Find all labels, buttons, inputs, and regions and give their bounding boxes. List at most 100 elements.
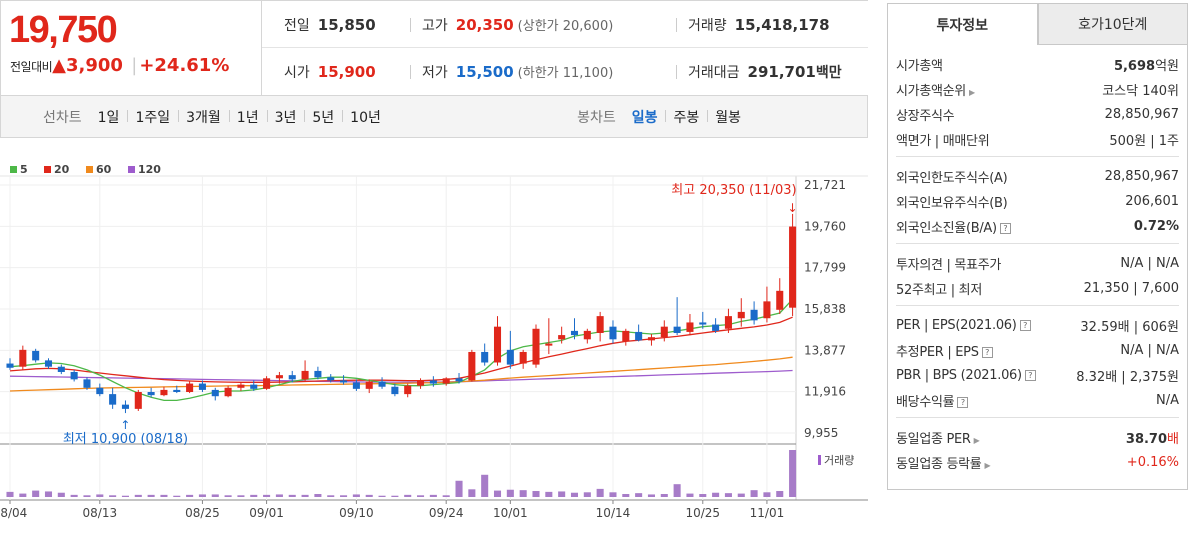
- volume-bar: [673, 484, 681, 497]
- x-tick-label: 11/01: [750, 506, 785, 520]
- info-key: 외국인소진율(B/A)?: [896, 217, 1011, 236]
- volume-bar: [519, 490, 527, 497]
- candle-body: [19, 349, 27, 367]
- y-tick-label: 15,838: [804, 302, 846, 316]
- candle-body: [288, 375, 296, 380]
- candle-body: [737, 311, 745, 319]
- info-row: 시가총액 5,698억원: [896, 52, 1179, 77]
- prev-close-cell: 전일 15,850: [284, 1, 376, 48]
- candle-body: [455, 378, 463, 382]
- change-percent: +24.61%: [139, 55, 230, 76]
- help-icon[interactable]: ?: [1019, 320, 1031, 331]
- help-icon[interactable]: ?: [981, 347, 993, 358]
- volume-bar: [288, 494, 296, 497]
- candle-body: [660, 326, 668, 338]
- candle-body: [32, 350, 40, 361]
- chevron-right-icon[interactable]: ▶: [968, 88, 975, 97]
- candle-period-0[interactable]: 일봉: [631, 109, 658, 126]
- chart-bg: [0, 138, 868, 537]
- info-value: 28,850,967: [1104, 169, 1179, 184]
- legend-label: 20: [54, 163, 70, 176]
- tab-investment-info[interactable]: 투자정보: [887, 3, 1038, 45]
- help-icon[interactable]: ?: [957, 397, 969, 408]
- candle-body: [83, 379, 91, 388]
- help-icon[interactable]: ?: [1024, 370, 1036, 381]
- candle-body: [686, 322, 694, 332]
- high-annotation: 최고 20,350 (11/03): [671, 183, 796, 198]
- legend-label: 60: [96, 163, 112, 176]
- volume-bar: [275, 494, 283, 497]
- period-1[interactable]: 1주일: [127, 107, 178, 127]
- price-summary: 19,750 전일대비▲3,900 | +24.61%: [0, 0, 262, 96]
- period-4[interactable]: 3년: [266, 107, 305, 127]
- low-label: 저가: [422, 64, 448, 81]
- volume-bar: [609, 492, 617, 497]
- candle-body: [750, 309, 758, 321]
- info-row: 동일업종 PER ▶ 38.70배: [896, 425, 1179, 450]
- x-tick-label: 09/01: [249, 506, 284, 520]
- candle-period-2[interactable]: 월봉: [707, 107, 749, 127]
- period-0[interactable]: 1일: [97, 109, 120, 126]
- volume-bar: [237, 495, 245, 497]
- info-tabs: 투자정보 호가10단계: [887, 3, 1188, 45]
- stock-chart[interactable]: 21,721 19,760 17,799 15,838 13,877 11,916 9,95…: [0, 138, 868, 537]
- info-key: 투자의견 | 목표주가: [896, 258, 1002, 273]
- volume-bar: [558, 491, 566, 497]
- x-tick-label: 09/24: [429, 506, 464, 520]
- volume-bar: [647, 494, 655, 497]
- investment-info-panel: 투자정보 호가10단계 시가총액 5,698억원 시가총액순위 ▶ 코스닥 140위 상장…: [887, 3, 1188, 490]
- info-value: N/A | N/A: [1120, 343, 1179, 358]
- candle-body: [558, 335, 566, 340]
- info-key: 52주최고 | 최저: [896, 283, 982, 298]
- period-bar: 선차트 1일 1주일 3개월 1년 3년 5년 10년 봉차트 일봉 주봉 월봉: [0, 96, 868, 138]
- candle-body: [506, 349, 514, 365]
- candle-body: [404, 385, 412, 395]
- help-icon[interactable]: ?: [999, 223, 1011, 234]
- candle-body: [263, 378, 271, 389]
- chart-canvas[interactable]: 21,721 19,760 17,799 15,838 13,877 11,916 9,95…: [0, 138, 868, 537]
- info-group-2: 투자의견 | 목표주가 N/A | N/A 52주최고 | 최저 21,350 | 7…: [896, 244, 1179, 306]
- period-2[interactable]: 3개월: [178, 107, 229, 127]
- info-group-0: 시가총액 5,698억원 시가총액순위 ▶ 코스닥 140위 상장주식수 28,850,96…: [896, 45, 1179, 157]
- period-3[interactable]: 1년: [228, 107, 267, 127]
- line-period-list: 1일 1주일 3개월 1년 3년 5년 10년: [90, 107, 389, 127]
- info-body: 시가총액 5,698억원 시가총액순위 ▶ 코스닥 140위 상장주식수 28,850,96…: [887, 45, 1188, 490]
- info-key: 상장주식수: [896, 109, 955, 124]
- legend-label: 5: [20, 163, 28, 176]
- volume-bar: [699, 494, 707, 497]
- info-value: 500원 | 1주: [1109, 134, 1179, 149]
- info-key: 외국인보유주식수(B): [896, 196, 1008, 211]
- chevron-right-icon[interactable]: ▶: [984, 461, 991, 470]
- info-row: 52주최고 | 최저 21,350 | 7,600: [896, 276, 1179, 301]
- volume-bar: [198, 494, 206, 497]
- volume-bar: [121, 495, 129, 497]
- volume-bar: [327, 495, 335, 497]
- volume-bar: [660, 494, 668, 497]
- low-annotation: 최저 10,900 (08/18): [63, 432, 188, 447]
- candle-period-1[interactable]: 주봉: [665, 107, 707, 127]
- info-key: 시가총액순위 ▶: [896, 84, 975, 99]
- candle-body: [160, 389, 168, 396]
- x-tick-label: 10/01: [493, 506, 528, 520]
- x-tick-label: 08/13: [83, 506, 118, 520]
- info-value: +0.16%: [1126, 455, 1179, 470]
- x-tick-label: 08/04: [0, 506, 27, 520]
- period-5[interactable]: 5년: [304, 107, 342, 127]
- amount-label: 거래대금: [688, 64, 740, 81]
- period-6[interactable]: 10년: [342, 107, 389, 127]
- x-tick-label: 10/14: [596, 506, 631, 520]
- tab-order-book[interactable]: 호가10단계: [1037, 3, 1188, 45]
- candle-body: [417, 380, 425, 386]
- candle-body: [275, 375, 283, 379]
- chevron-right-icon[interactable]: ▶: [973, 436, 980, 445]
- legend-swatch: [128, 166, 135, 173]
- candle-body: [378, 381, 386, 387]
- y-tick-label: 19,760: [804, 219, 846, 233]
- up-arrow-icon: ▲: [52, 55, 67, 76]
- volume-bar: [211, 494, 219, 497]
- legend-swatch: [86, 166, 93, 173]
- candle-body: [391, 386, 399, 395]
- candle-body: [789, 226, 797, 308]
- y-tick-label: 9,955: [804, 426, 838, 440]
- volume-bar: [429, 494, 437, 497]
